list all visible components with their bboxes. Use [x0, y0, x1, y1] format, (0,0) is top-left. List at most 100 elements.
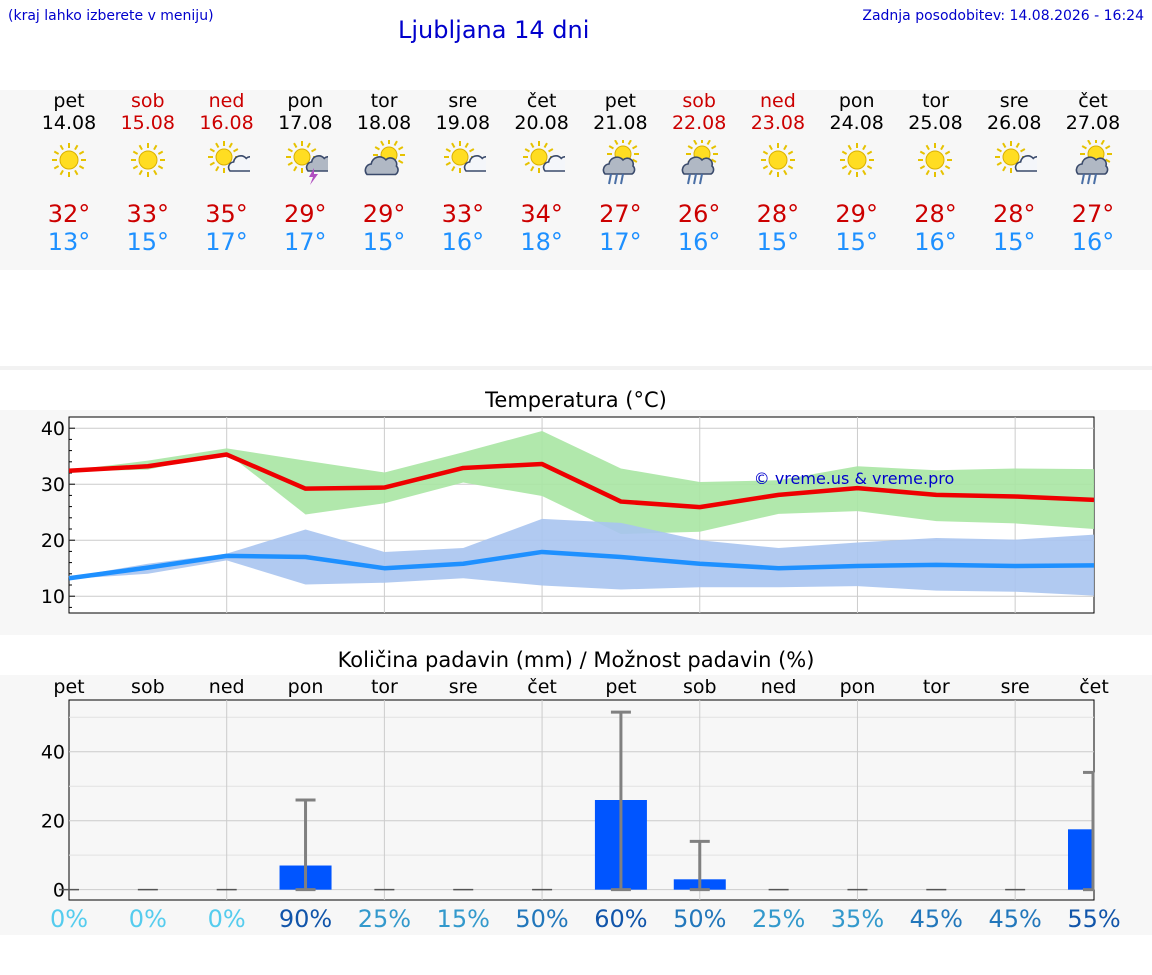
precipitation-bar	[1068, 829, 1094, 890]
precipitation-chart-title: Količina padavin (mm) / Možnost padavin …	[337, 648, 815, 672]
watermark: © vreme.us & vreme.pro	[754, 469, 955, 488]
precipitation-chance-label: 0%	[129, 905, 167, 933]
max-temperature: 29°	[835, 200, 878, 228]
day-column: pet 21.08 27° 17°	[582, 90, 658, 260]
day-date: 19.08	[435, 112, 491, 134]
day-name: sre	[448, 90, 478, 112]
x-category-label: sob	[683, 676, 717, 698]
precipitation-chance-label: 0%	[50, 905, 88, 933]
x-category-label: tor	[371, 676, 398, 698]
precipitation-chance-label: 50%	[673, 905, 726, 933]
day-column: čet 20.08 34° 18°	[504, 90, 580, 260]
precipitation-chance-label: 35%	[831, 905, 884, 933]
sun-icon	[130, 143, 165, 177]
location-hint: (kraj lahko izberete v meniju)	[8, 8, 214, 24]
max-temperature: 35°	[205, 200, 248, 228]
x-category-label: ned	[761, 676, 797, 698]
min-temperature: 15°	[992, 228, 1036, 256]
day-name: ned	[760, 90, 796, 112]
day-name: sob	[130, 90, 165, 112]
x-category-label: sre	[1001, 676, 1030, 698]
max-temperature: 28°	[914, 200, 957, 228]
y-tick-label: 40	[41, 418, 65, 440]
day-date: 22.08	[671, 112, 727, 134]
precipitation-chance-label: 25%	[752, 905, 805, 933]
sun-cloud-icon	[995, 141, 1038, 173]
x-category-label: pon	[288, 676, 324, 698]
sun-cloud-rain-icon	[681, 140, 719, 185]
min-temperature-line	[68, 549, 1095, 581]
precipitation-chance-label: 25%	[358, 905, 411, 933]
sun-icon	[918, 143, 953, 177]
x-category-label: sob	[131, 676, 165, 698]
precipitation-grid	[69, 700, 1094, 900]
day-column: ned 16.08 35° 17°	[189, 90, 265, 260]
day-date: 15.08	[120, 112, 175, 134]
sun-cloud-icon	[443, 141, 486, 173]
day-name: pon	[838, 90, 875, 112]
day-column: sre 19.08 33° 16°	[425, 90, 501, 260]
min-temperature: 15°	[126, 228, 170, 256]
sun-icon	[839, 143, 874, 177]
min-temperature: 13°	[47, 228, 91, 256]
page-title: Ljubljana 14 dni	[398, 16, 590, 44]
max-temperature-line	[68, 452, 1095, 510]
temperature-chart: 10 20 30 40 © vreme.us & vreme.pro	[41, 416, 1095, 614]
day-column: sre 26.08 28° 15°	[976, 90, 1052, 260]
day-date: 23.08	[750, 112, 806, 134]
day-name: čet	[1078, 90, 1108, 112]
min-temperature: 17°	[284, 228, 327, 256]
sun-icon	[760, 143, 795, 177]
min-temperature: 15°	[756, 228, 800, 256]
min-temperature: 16°	[677, 228, 721, 256]
max-temperature: 26°	[677, 200, 721, 228]
precipitation-chance-label: 55%	[1067, 905, 1120, 933]
last-update: Zadnja posodobitev: 14.08.2026 - 16:24	[862, 8, 1144, 24]
max-temperature: 28°	[992, 200, 1036, 228]
y-tick-label: 20	[41, 811, 65, 833]
day-date: 24.08	[829, 112, 884, 134]
min-temperature: 16°	[914, 228, 957, 256]
y-tick-label: 20	[41, 530, 65, 552]
y-tick-label: 40	[41, 742, 65, 764]
day-name: sre	[999, 90, 1029, 112]
min-temperature: 16°	[441, 228, 485, 256]
day-column: ned 23.08 28° 15°	[740, 90, 816, 260]
y-tick-label: 10	[41, 586, 65, 608]
precipitation-chance-label: 90%	[279, 905, 332, 933]
day-column: sob 15.08 33° 15°	[110, 90, 186, 260]
day-name: ned	[208, 90, 245, 112]
precipitation-chance-label: 15%	[437, 905, 490, 933]
sun-cloud-icon	[207, 141, 250, 173]
precipitation-chance-label: 45%	[988, 905, 1041, 933]
min-temperature: 17°	[599, 228, 642, 256]
max-temperature: 29°	[284, 200, 327, 228]
x-category-label: pon	[840, 676, 876, 698]
sun-cloud-thunder-icon	[286, 141, 329, 185]
x-category-label: čet	[1079, 676, 1109, 698]
day-date: 16.08	[199, 112, 254, 134]
x-category-label: čet	[527, 676, 557, 698]
x-category-label: pet	[53, 676, 84, 698]
precipitation-chance-label: 60%	[594, 905, 647, 933]
max-temperature: 29°	[362, 200, 406, 228]
temperature-chart-title: Temperatura (°C)	[485, 388, 667, 412]
sun-cloud-rain-icon	[1075, 140, 1112, 185]
max-temperature: 28°	[756, 200, 800, 228]
day-date: 17.08	[278, 112, 333, 134]
min-temperature: 16°	[1071, 228, 1115, 256]
day-name: čet	[526, 90, 557, 112]
day-date: 14.08	[41, 112, 97, 134]
day-name: sob	[682, 90, 716, 112]
day-date: 20.08	[514, 112, 569, 134]
precipitation-plot-area	[68, 699, 1095, 901]
day-name: pet	[604, 90, 636, 112]
day-name: tor	[922, 90, 949, 112]
daily-forecast-strip: pet 14.08 32° 13° sob 15.08 33° 15° ned 16.08 35° 1…	[0, 90, 1152, 270]
day-date: 21.08	[593, 112, 648, 134]
cloud-sun-icon	[364, 140, 406, 176]
sun-icon	[52, 143, 86, 177]
x-category-label: pet	[605, 676, 636, 698]
max-temperature: 33°	[126, 200, 170, 228]
min-temperature-band	[69, 518, 1094, 596]
